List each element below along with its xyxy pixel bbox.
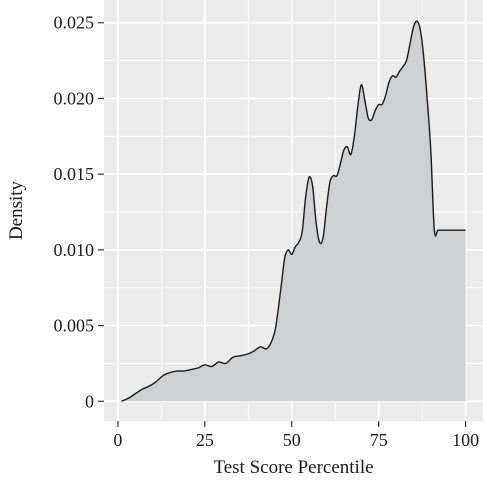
x-tick-label: 100 — [452, 430, 479, 450]
x-tick-label: 0 — [113, 430, 122, 450]
y-tick-label: 0.005 — [54, 316, 95, 336]
density-area — [121, 21, 466, 402]
y-tick-label: 0.020 — [54, 88, 95, 108]
x-tick-label: 50 — [283, 430, 301, 450]
y-tick-label: 0.015 — [54, 164, 95, 184]
x-axis-title: Test Score Percentile — [213, 457, 373, 478]
y-tick-label: 0.025 — [54, 13, 95, 33]
y-axis: 0 0.005 0.010 0.015 0.020 0.025 — [54, 13, 104, 411]
y-tick-label: 0 — [85, 391, 94, 411]
x-tick-label: 75 — [370, 430, 388, 450]
x-tick-label: 25 — [196, 430, 214, 450]
density-line — [121, 20, 466, 402]
y-tick-label: 0.010 — [54, 240, 95, 260]
x-axis: 0 25 50 75 100 — [113, 421, 479, 450]
y-axis-title: Density — [6, 180, 27, 240]
